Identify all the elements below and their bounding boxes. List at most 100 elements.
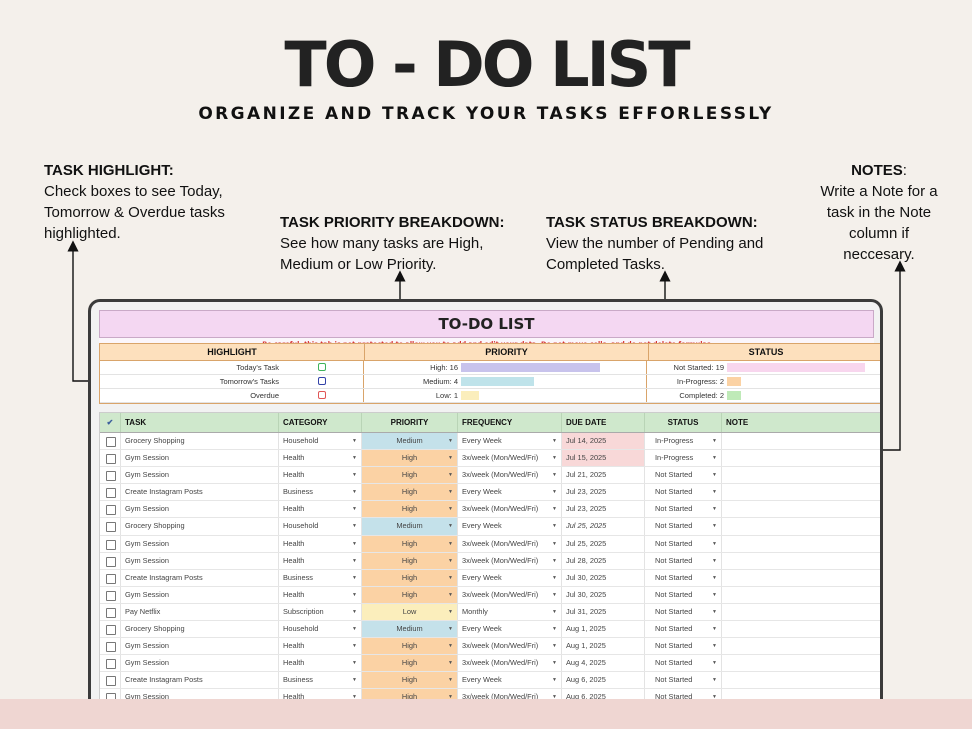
chevron-down-icon[interactable]: ▼: [552, 489, 557, 496]
category-cell[interactable]: Health ▼: [279, 689, 362, 706]
due-date-cell[interactable]: Aug 6, 2025: [562, 689, 645, 706]
row-checkbox[interactable]: [106, 556, 116, 567]
chevron-down-icon[interactable]: ▼: [552, 591, 557, 598]
category-cell[interactable]: Business ▼: [279, 484, 362, 501]
chevron-down-icon[interactable]: ▼: [712, 455, 717, 462]
due-date-cell[interactable]: Jul 23, 2025: [562, 501, 645, 518]
row-checkbox[interactable]: [106, 590, 116, 601]
row-checkbox[interactable]: [106, 454, 116, 465]
frequency-cell[interactable]: 3x/week (Mon/Wed/Fri) ▼: [458, 638, 562, 655]
frequency-cell[interactable]: 3x/week (Mon/Wed/Fri) ▼: [458, 655, 562, 672]
category-cell[interactable]: Household ▼: [279, 433, 362, 450]
status-cell[interactable]: Not Started ▼: [645, 603, 722, 621]
frequency-cell[interactable]: 3x/week (Mon/Wed/Fri) ▼: [458, 467, 562, 484]
chevron-down-icon[interactable]: ▼: [712, 438, 717, 444]
highlight-checkbox[interactable]: [318, 363, 326, 371]
due-date-cell[interactable]: Jul 14, 2025: [562, 433, 645, 450]
note-cell[interactable]: [722, 604, 880, 620]
chevron-down-icon[interactable]: ▼: [352, 694, 357, 701]
row-checkbox[interactable]: [106, 471, 116, 482]
chevron-down-icon[interactable]: ▼: [448, 643, 453, 650]
chevron-down-icon[interactable]: ▼: [352, 660, 357, 667]
row-checkbox[interactable]: [106, 625, 116, 636]
priority-cell[interactable]: High ▼: [362, 484, 458, 501]
chevron-down-icon[interactable]: ▼: [712, 660, 717, 667]
row-checkbox[interactable]: [106, 659, 116, 670]
row-checkbox[interactable]: [106, 642, 116, 653]
chevron-down-icon[interactable]: ▼: [712, 677, 717, 684]
chevron-down-icon[interactable]: ▼: [712, 523, 717, 530]
chevron-down-icon[interactable]: ▼: [352, 523, 357, 530]
header-status[interactable]: STATUS: [645, 413, 722, 432]
priority-cell[interactable]: Low ▼: [362, 603, 458, 621]
note-cell[interactable]: [722, 467, 880, 483]
category-cell[interactable]: Health ▼: [279, 501, 362, 518]
chevron-down-icon[interactable]: ▼: [552, 643, 557, 650]
chevron-down-icon[interactable]: ▼: [712, 574, 717, 581]
chevron-down-icon[interactable]: ▼: [352, 557, 357, 564]
status-cell[interactable]: Not Started ▼: [645, 552, 722, 569]
chevron-down-icon[interactable]: ▼: [552, 660, 557, 667]
chevron-down-icon[interactable]: ▼: [352, 643, 357, 650]
category-cell[interactable]: Health ▼: [279, 586, 362, 603]
note-cell[interactable]: [722, 484, 880, 500]
chevron-down-icon[interactable]: ▼: [448, 608, 453, 615]
priority-cell[interactable]: Medium ▼: [362, 621, 458, 638]
chevron-down-icon[interactable]: ▼: [448, 489, 453, 496]
task-cell[interactable]: Gym Session: [121, 638, 279, 655]
note-cell[interactable]: [722, 518, 880, 534]
category-cell[interactable]: Household ▼: [279, 621, 362, 638]
status-cell[interactable]: Not Started ▼: [645, 569, 722, 586]
task-cell[interactable]: Create Instagram Posts: [121, 569, 279, 586]
chevron-down-icon[interactable]: ▼: [352, 608, 357, 615]
category-cell[interactable]: Health ▼: [279, 655, 362, 672]
chevron-down-icon[interactable]: ▼: [712, 489, 717, 496]
priority-cell[interactable]: High ▼: [362, 552, 458, 569]
priority-cell[interactable]: Medium ▼: [362, 518, 458, 535]
chevron-down-icon[interactable]: ▼: [352, 438, 357, 444]
chevron-down-icon[interactable]: ▼: [352, 591, 357, 598]
priority-cell[interactable]: High ▼: [362, 467, 458, 484]
task-cell[interactable]: Gym Session: [121, 552, 279, 569]
frequency-cell[interactable]: Every Week ▼: [458, 518, 562, 535]
chevron-down-icon[interactable]: ▼: [448, 455, 453, 462]
chevron-down-icon[interactable]: ▼: [552, 694, 557, 701]
chevron-down-icon[interactable]: ▼: [448, 626, 453, 633]
status-cell[interactable]: Not Started ▼: [645, 689, 722, 706]
category-cell[interactable]: Household ▼: [279, 518, 362, 535]
task-cell[interactable]: Gym Session: [121, 655, 279, 672]
priority-cell[interactable]: High ▼: [362, 655, 458, 672]
chevron-down-icon[interactable]: ▼: [352, 574, 357, 581]
status-cell[interactable]: Not Started ▼: [645, 484, 722, 501]
status-cell[interactable]: Not Started ▼: [645, 467, 722, 484]
header-category[interactable]: CATEGORY: [279, 413, 362, 432]
category-cell[interactable]: Health ▼: [279, 450, 362, 467]
chevron-down-icon[interactable]: ▼: [448, 557, 453, 564]
task-cell[interactable]: Pay Netflix: [121, 603, 279, 621]
row-checkbox[interactable]: [106, 573, 116, 584]
task-cell[interactable]: Create Instagram Posts: [121, 484, 279, 501]
status-cell[interactable]: Not Started ▼: [645, 518, 722, 535]
note-cell[interactable]: [722, 638, 880, 654]
chevron-down-icon[interactable]: ▼: [712, 591, 717, 598]
category-cell[interactable]: Health ▼: [279, 467, 362, 484]
chevron-down-icon[interactable]: ▼: [552, 557, 557, 564]
priority-cell[interactable]: High ▼: [362, 535, 458, 552]
due-date-cell[interactable]: Aug 1, 2025: [562, 638, 645, 655]
status-cell[interactable]: Not Started ▼: [645, 586, 722, 603]
row-checkbox[interactable]: [106, 676, 116, 687]
chevron-down-icon[interactable]: ▼: [712, 540, 717, 547]
frequency-cell[interactable]: 3x/week (Mon/Wed/Fri) ▼: [458, 501, 562, 518]
category-cell[interactable]: Health ▼: [279, 638, 362, 655]
status-cell[interactable]: Not Started ▼: [645, 501, 722, 518]
category-cell[interactable]: Health ▼: [279, 552, 362, 569]
status-cell[interactable]: Not Started ▼: [645, 655, 722, 672]
due-date-cell[interactable]: Jul 25, 2025: [562, 518, 645, 535]
frequency-cell[interactable]: 3x/week (Mon/Wed/Fri) ▼: [458, 586, 562, 603]
note-cell[interactable]: [722, 433, 880, 449]
chevron-down-icon[interactable]: ▼: [448, 472, 453, 479]
row-checkbox[interactable]: [106, 505, 116, 516]
frequency-cell[interactable]: 3x/week (Mon/Wed/Fri) ▼: [458, 450, 562, 467]
note-cell[interactable]: [722, 536, 880, 552]
chevron-down-icon[interactable]: ▼: [448, 523, 453, 530]
